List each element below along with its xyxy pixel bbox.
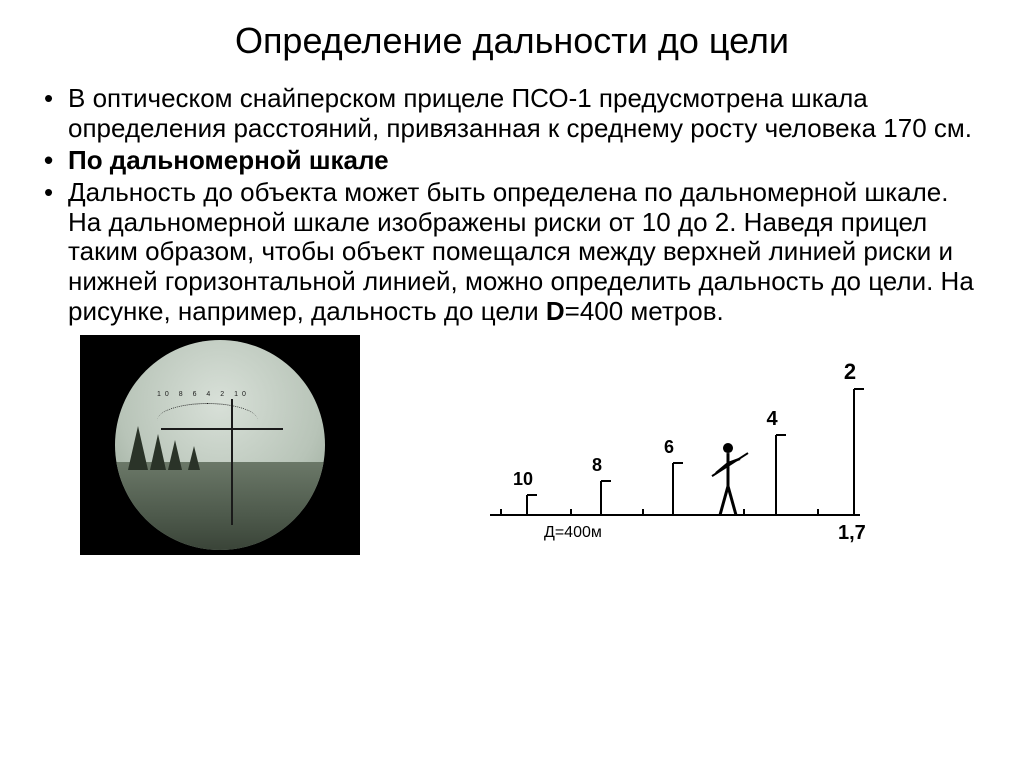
svg-text:1,7: 1,7 [838,522,866,544]
scope-view: 10 8 6 4 2 10 [115,340,325,550]
images-row: 10 8 6 4 2 10 10 8 6 4 2 Д=400м 1,7 [40,335,984,555]
svg-text:10: 10 [513,469,533,489]
scope-reticle-h [161,428,283,430]
svg-text:4: 4 [766,408,778,430]
scope-range-curve [157,403,258,424]
bullet-3-post: =400 метров. [565,296,724,326]
bullet-3-pre: Дальность до объекта может быть определе… [68,177,974,327]
svg-text:Д=400м: Д=400м [544,524,602,541]
svg-text:6: 6 [664,437,674,457]
svg-text:8: 8 [592,455,602,475]
bullet-3: Дальность до объекта может быть определе… [40,178,984,327]
page-title: Определение дальности до цели [40,20,984,62]
scope-horizon [115,462,325,550]
svg-text:2: 2 [844,359,856,384]
bullet-1: В оптическом снайперском прицеле ПСО-1 п… [40,84,984,144]
scope-range-numbers: 10 8 6 4 2 10 [157,391,250,398]
scope-image: 10 8 6 4 2 10 [80,335,360,555]
range-scale-diagram: 10 8 6 4 2 Д=400м 1,7 [460,355,900,555]
bullet-2: По дальномерной шкале [40,146,984,176]
bullet-list: В оптическом снайперском прицеле ПСО-1 п… [40,84,984,327]
bullet-3-d: D [546,296,565,326]
scope-reticle-v [231,399,233,525]
